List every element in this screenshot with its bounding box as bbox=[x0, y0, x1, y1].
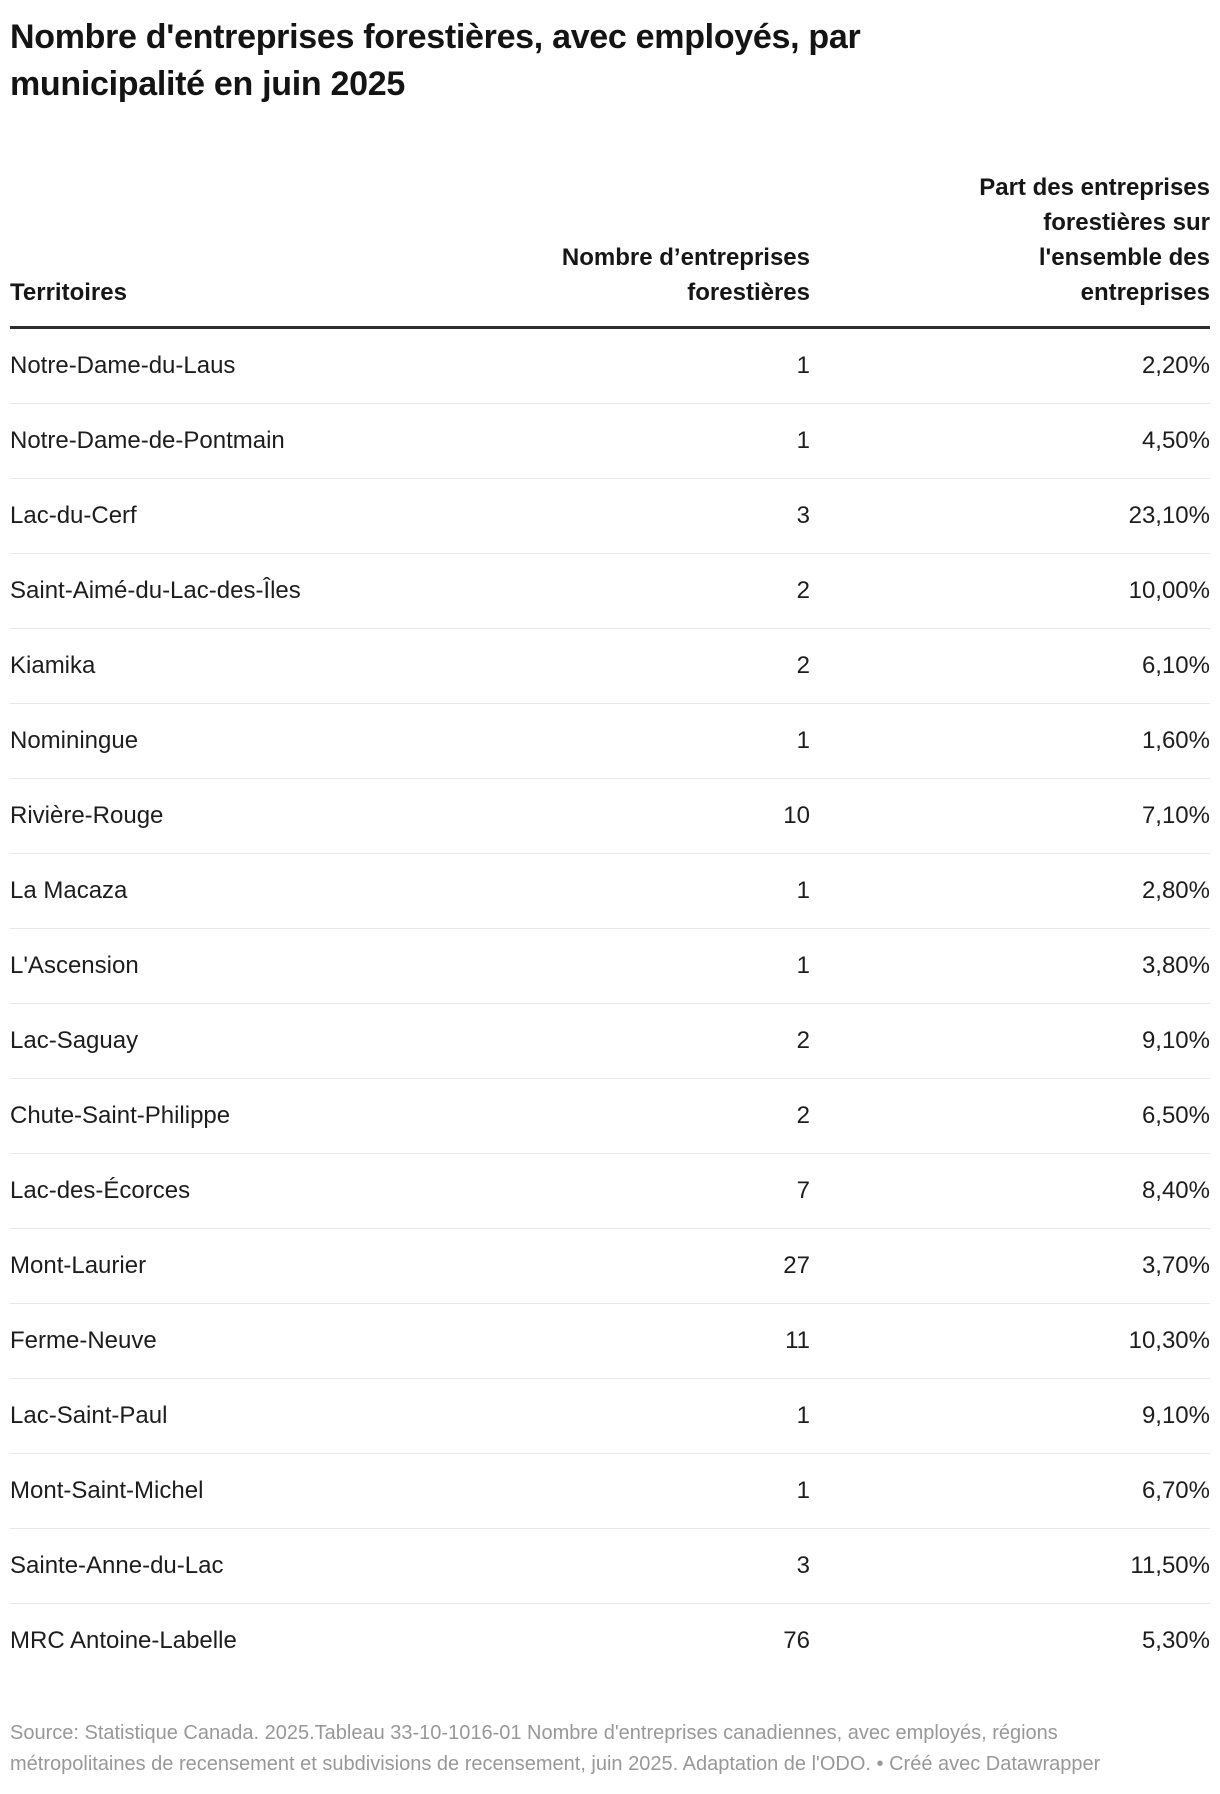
column-header-part: Part des entreprises forestières sur l'e… bbox=[810, 170, 1210, 329]
part-cell: 10,30% bbox=[810, 1303, 1210, 1379]
table-row: Sainte-Anne-du-Lac 3 11,50% bbox=[10, 1528, 1210, 1604]
nombre-cell: 1 bbox=[318, 327, 810, 404]
territoire-cell: Notre-Dame-du-Laus bbox=[10, 327, 318, 404]
table-row: L'Ascension 1 3,80% bbox=[10, 928, 1210, 1004]
column-header-territoires-label: Territoires bbox=[10, 279, 127, 306]
nombre-cell: 3 bbox=[318, 1528, 810, 1604]
part-cell: 8,40% bbox=[810, 1153, 1210, 1229]
table-row: Lac-du-Cerf 3 23,10% bbox=[10, 478, 1210, 554]
part-cell: 6,10% bbox=[810, 628, 1210, 704]
part-cell: 5,30% bbox=[1141, 1627, 1210, 1654]
nombre-cell: 7 bbox=[318, 1153, 810, 1229]
table-row: Rivière-Rouge 10 7,10% bbox=[10, 778, 1210, 854]
nombre-cell: 27 bbox=[318, 1228, 810, 1304]
territoire-cell: Chute-Saint-Philippe bbox=[10, 1078, 318, 1154]
nombre-cell: 2 bbox=[318, 1078, 810, 1154]
nombre-cell: 1 bbox=[318, 928, 810, 1004]
table-header: Territoires Nombre d’entreprises foresti… bbox=[10, 170, 1210, 329]
territoire-cell: Sainte-Anne-du-Lac bbox=[10, 1528, 318, 1604]
nombre-cell: 1 bbox=[318, 1378, 810, 1454]
column-header-nombre-label: Nombre d’entreprises forestières bbox=[561, 244, 810, 306]
table-row: Notre-Dame-de-Pontmain 1 4,50% bbox=[10, 403, 1210, 479]
part-cell: 2,20% bbox=[810, 327, 1210, 404]
table-row: Lac-des-Écorces 7 8,40% bbox=[10, 1153, 1210, 1229]
territoire-cell: Nominingue bbox=[10, 703, 318, 779]
nombre-cell: 3 bbox=[318, 478, 810, 554]
nombre-cell: 76 bbox=[783, 1627, 810, 1654]
part-cell: 7,10% bbox=[810, 778, 1210, 854]
part-cell: 3,70% bbox=[810, 1228, 1210, 1304]
table-row: Lac-Saguay 2 9,10% bbox=[10, 1003, 1210, 1079]
nombre-cell: 1 bbox=[318, 1453, 810, 1529]
territoire-cell: La Macaza bbox=[10, 853, 318, 929]
table-row: Mont-Saint-Michel 1 6,70% bbox=[10, 1453, 1210, 1529]
part-cell: 9,10% bbox=[810, 1003, 1210, 1079]
table-row: MRC Antoine-Labelle 76 5,30% bbox=[10, 1604, 1210, 1679]
data-table: Territoires Nombre d’entreprises foresti… bbox=[10, 170, 1210, 1678]
nombre-cell: 2 bbox=[318, 1003, 810, 1079]
territoire-cell: Saint-Aimé-du-Lac-des-Îles bbox=[10, 553, 318, 629]
territoire-cell: Lac-du-Cerf bbox=[10, 478, 318, 554]
territoire-cell: Lac-Saint-Paul bbox=[10, 1378, 318, 1454]
header-row: Territoires Nombre d’entreprises foresti… bbox=[10, 170, 1210, 329]
source-note: Source: Statistique Canada. 2025.Tableau… bbox=[10, 1722, 1101, 1775]
part-cell: 4,50% bbox=[810, 403, 1210, 479]
chart-title: Nombre d'entreprises forestières, avec e… bbox=[10, 18, 861, 103]
territoire-cell: Kiamika bbox=[10, 628, 318, 704]
nombre-cell: 1 bbox=[318, 403, 810, 479]
column-header-nombre: Nombre d’entreprises forestières bbox=[318, 170, 810, 329]
part-cell: 6,70% bbox=[810, 1453, 1210, 1529]
territoire-cell: Mont-Laurier bbox=[10, 1228, 318, 1304]
table-row: Kiamika 2 6,10% bbox=[10, 628, 1210, 704]
territoire-cell: Ferme-Neuve bbox=[10, 1303, 318, 1379]
table-row: Ferme-Neuve 11 10,30% bbox=[10, 1303, 1210, 1379]
territoire-cell: L'Ascension bbox=[10, 928, 318, 1004]
part-cell: 23,10% bbox=[810, 478, 1210, 554]
part-cell: 3,80% bbox=[810, 928, 1210, 1004]
table-row: Notre-Dame-du-Laus 1 2,20% bbox=[10, 327, 1210, 404]
part-cell: 9,10% bbox=[810, 1378, 1210, 1454]
nombre-cell: 1 bbox=[318, 703, 810, 779]
part-cell: 10,00% bbox=[810, 553, 1210, 629]
part-cell: 11,50% bbox=[810, 1528, 1210, 1604]
nombre-cell: 1 bbox=[318, 853, 810, 929]
table-row: Chute-Saint-Philippe 2 6,50% bbox=[10, 1078, 1210, 1154]
territoire-cell: Lac-Saguay bbox=[10, 1003, 318, 1079]
table-row: Saint-Aimé-du-Lac-des-Îles 2 10,00% bbox=[10, 553, 1210, 629]
part-cell: 1,60% bbox=[810, 703, 1210, 779]
nombre-cell: 10 bbox=[318, 778, 810, 854]
territoire-cell: Mont-Saint-Michel bbox=[10, 1453, 318, 1529]
territoire-cell: MRC Antoine-Labelle bbox=[10, 1627, 237, 1654]
territoire-cell: Rivière-Rouge bbox=[10, 778, 318, 854]
nombre-cell: 2 bbox=[318, 628, 810, 704]
part-cell: 2,80% bbox=[810, 853, 1210, 929]
table-row: La Macaza 1 2,80% bbox=[10, 853, 1210, 929]
table-row: Nominingue 1 1,60% bbox=[10, 703, 1210, 779]
nombre-cell: 11 bbox=[318, 1303, 810, 1379]
part-cell: 6,50% bbox=[810, 1078, 1210, 1154]
territoire-cell: Notre-Dame-de-Pontmain bbox=[10, 403, 318, 479]
territoire-cell: Lac-des-Écorces bbox=[10, 1153, 318, 1229]
table-row: Mont-Laurier 27 3,70% bbox=[10, 1228, 1210, 1304]
nombre-cell: 2 bbox=[318, 553, 810, 629]
table-body: Notre-Dame-du-Laus 1 2,20% Notre-Dame-de… bbox=[10, 327, 1210, 1679]
table-row: Lac-Saint-Paul 1 9,10% bbox=[10, 1378, 1210, 1454]
column-header-territoires: Territoires bbox=[10, 170, 318, 329]
column-header-part-label: Part des entreprises forestières sur l'e… bbox=[979, 174, 1210, 306]
